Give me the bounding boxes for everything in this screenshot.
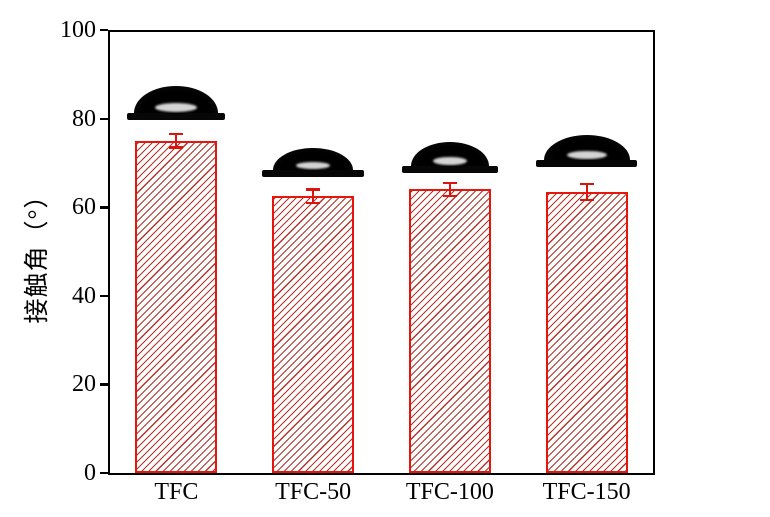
x-axis-label-tfc-50: TFC-50 bbox=[275, 479, 352, 505]
droplet-baseline-tfc-50 bbox=[262, 170, 365, 177]
droplet-photo-tfc bbox=[127, 86, 226, 120]
error-bar-cap-bottom-tfc-150 bbox=[579, 198, 594, 201]
y-axis-tick-label-60: 60 bbox=[72, 194, 96, 221]
droplet-dome-tfc bbox=[134, 86, 219, 113]
error-bar-cap-top-tfc-100 bbox=[442, 181, 457, 185]
error-bar-cap-bottom-tfc-50 bbox=[306, 201, 321, 204]
x-axis-label-tfc-150: TFC-150 bbox=[542, 479, 631, 505]
droplet-dome-tfc-50 bbox=[273, 148, 354, 170]
y-axis-tick-label-0: 0 bbox=[84, 460, 96, 486]
error-bar-tfc bbox=[175, 134, 178, 148]
y-axis-tick-label-100: 100 bbox=[60, 17, 96, 43]
droplet-photo-tfc-50 bbox=[262, 148, 365, 177]
error-bar-cap-bottom-tfc-100 bbox=[442, 195, 457, 198]
error-bar-tfc-50 bbox=[312, 189, 315, 203]
droplet-baseline-tfc bbox=[127, 113, 226, 120]
y-axis-tick-100 bbox=[100, 29, 108, 32]
bar-tfc-150 bbox=[545, 191, 628, 473]
droplet-photo-tfc-100 bbox=[401, 142, 498, 173]
y-axis-tick-80 bbox=[100, 117, 108, 120]
bar-tfc bbox=[135, 140, 218, 473]
y-axis-tick-label-20: 20 bbox=[72, 371, 96, 398]
droplet-baseline-tfc-150 bbox=[536, 160, 638, 167]
error-bar-cap-top-tfc-50 bbox=[306, 188, 321, 191]
x-axis-label-tfc-100: TFC-100 bbox=[405, 479, 494, 505]
error-bar-cap-top-tfc-150 bbox=[579, 182, 594, 185]
error-bar-tfc-150 bbox=[585, 183, 588, 200]
y-axis-tick-40 bbox=[100, 294, 108, 298]
droplet-highlight-tfc bbox=[155, 103, 198, 112]
bar-tfc-100 bbox=[408, 189, 491, 473]
y-axis-tick-20 bbox=[100, 383, 108, 386]
droplet-highlight-tfc-100 bbox=[432, 157, 467, 165]
error-bar-cap-bottom-tfc bbox=[169, 146, 184, 149]
bar-tfc-50 bbox=[272, 196, 355, 473]
error-bar-cap-top-tfc bbox=[169, 133, 184, 136]
y-axis-tick-0 bbox=[100, 472, 108, 475]
y-axis-tick-label-80: 80 bbox=[72, 105, 96, 132]
y-axis-tick-60 bbox=[100, 206, 108, 209]
droplet-dome-tfc-150 bbox=[543, 135, 630, 160]
droplet-highlight-tfc-50 bbox=[296, 162, 331, 169]
y-axis-title: 接触角（°） bbox=[24, 182, 51, 324]
y-axis-tick-label-40: 40 bbox=[72, 282, 96, 309]
error-bar-tfc-100 bbox=[448, 182, 451, 197]
x-axis-label-tfc: TFC bbox=[154, 479, 199, 505]
droplet-highlight-tfc-150 bbox=[566, 151, 607, 159]
droplet-dome-tfc-100 bbox=[410, 142, 489, 166]
droplet-baseline-tfc-100 bbox=[401, 166, 498, 173]
droplet-photo-tfc-150 bbox=[536, 135, 638, 167]
